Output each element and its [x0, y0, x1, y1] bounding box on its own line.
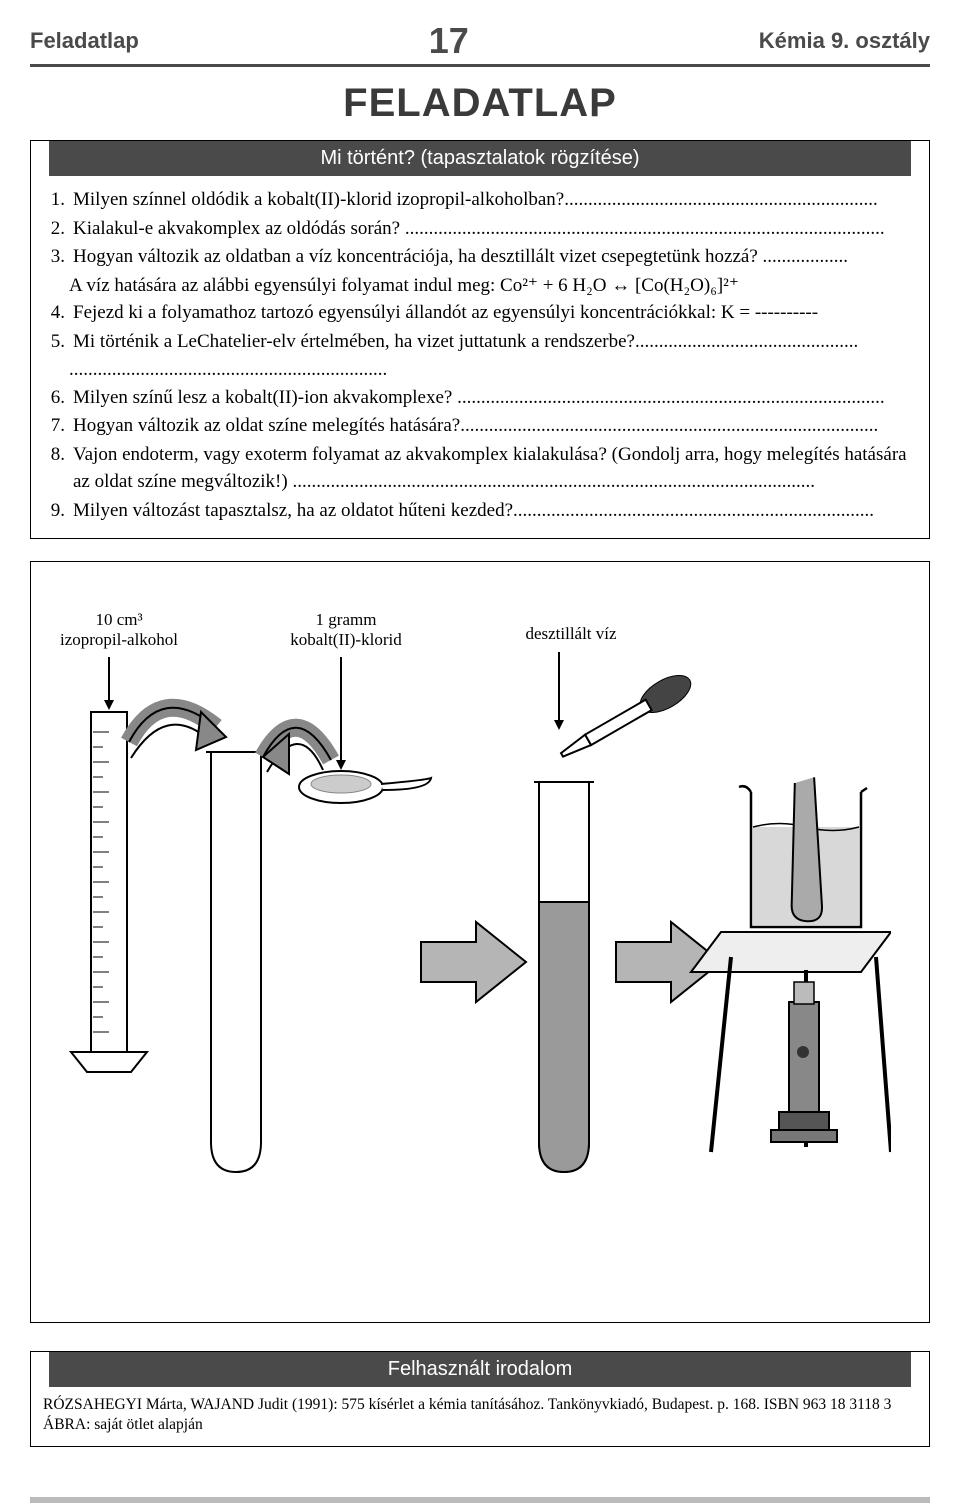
bottom-bar	[30, 1497, 930, 1503]
references-box: Felhasznált irodalom RÓZSAHEGYI Márta, W…	[30, 1351, 930, 1448]
diagram-box: 10 cm³ izopropil-alkohol 1 gramm kobalt(…	[30, 561, 930, 1323]
question-list: 1.Milyen színnel oldódik a kobalt(II)-kl…	[43, 186, 917, 271]
main-title: FELADATLAP	[30, 81, 930, 126]
top-bar: Feladatlap 17 Kémia 9. osztály	[30, 20, 930, 67]
references-heading: Felhasznált irodalom	[43, 1352, 917, 1387]
q6: Milyen színű lesz a kobalt(II)-ion akvak…	[73, 384, 917, 412]
ref-line-1: RÓZSAHEGYI Márta, WAJAND Judit (1991): 5…	[43, 1396, 891, 1413]
graduated-cylinder-icon	[71, 712, 147, 1072]
ref-line-2: ÁBRA: saját ötlet alapján	[43, 1416, 203, 1433]
questions-box: Mi történt? (tapasztalatok rögzítése) 1.…	[30, 140, 930, 539]
test-tube-2-icon	[534, 782, 594, 1172]
spoon-icon	[299, 771, 431, 803]
arrow-1-icon	[421, 922, 526, 1002]
dropper-icon	[555, 667, 697, 765]
test-tube-1-icon	[206, 752, 266, 1172]
q4: Fejezd ki a folyamathoz tartozó egyensúl…	[73, 299, 917, 327]
q8: Vajon endoterm, vagy exoterm folyamat az…	[73, 441, 917, 496]
beaker-setup-icon	[691, 774, 891, 1152]
q3: Hogyan változik az oldatban a víz koncen…	[73, 243, 917, 271]
q5-sub: ........................................…	[43, 356, 917, 384]
header-right: Kémia 9. osztály	[759, 28, 930, 54]
experiment-diagram	[31, 562, 891, 1262]
q7: Hogyan változik az oldat színe melegítés…	[73, 412, 917, 440]
page-number: 17	[429, 20, 469, 62]
q2: Kialakul-e akvakomplex az oldódás során?…	[73, 215, 917, 243]
q5: Mi történik a LeChatelier-elv értelmében…	[73, 328, 917, 356]
header-left: Feladatlap	[30, 28, 139, 54]
q1: Milyen színnel oldódik a kobalt(II)-klor…	[73, 186, 917, 214]
q9: Milyen változást tapasztalsz, ha az olda…	[73, 497, 917, 525]
q3-sub: A víz hatására az alábbi egyensúlyi foly…	[43, 272, 917, 300]
questions-heading: Mi történt? (tapasztalatok rögzítése)	[43, 141, 917, 176]
